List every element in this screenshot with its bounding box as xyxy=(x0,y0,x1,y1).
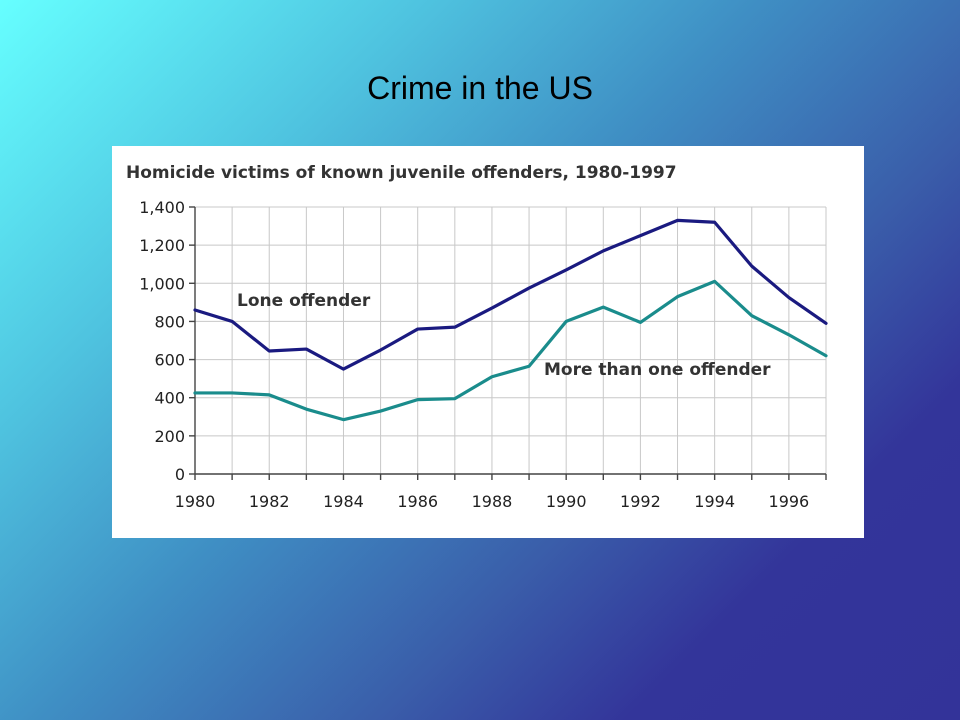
series-line-lone-offender xyxy=(193,218,828,371)
y-tick-label: 1,200 xyxy=(139,236,185,255)
x-tick-label: 1990 xyxy=(546,492,587,511)
x-tick-label: 1982 xyxy=(249,492,290,511)
x-tick-label: 1980 xyxy=(175,492,216,511)
slide-title: Crime in the US xyxy=(367,70,593,106)
series-lines xyxy=(193,218,828,422)
y-tick-label: 0 xyxy=(175,465,185,484)
y-tick-label: 200 xyxy=(154,427,185,446)
x-tick-label: 1992 xyxy=(620,492,661,511)
y-tick-label: 600 xyxy=(154,351,185,370)
gridlines xyxy=(194,206,827,475)
y-tick-label: 1,400 xyxy=(139,198,185,217)
series-label-lone-offender: Lone offender xyxy=(237,291,371,311)
x-tick-label: 1988 xyxy=(472,492,513,511)
line-chart: Homicide victims of known juvenile offen… xyxy=(126,163,828,511)
x-tick-label: 1994 xyxy=(694,492,735,511)
series-label-more-than-one-offender: More than one offender xyxy=(544,360,771,380)
x-tick-label: 1984 xyxy=(323,492,364,511)
series-line-more-than-one-offender xyxy=(193,279,828,422)
axes: 0 200 400 600 800 1,000 1,200 1,400 1980 1982 1984… xyxy=(139,198,827,511)
x-tick-label: 1996 xyxy=(769,492,810,511)
y-tick-label: 400 xyxy=(154,389,185,408)
y-tick-label: 800 xyxy=(154,312,185,331)
y-tick-label: 1,000 xyxy=(139,274,185,293)
chart-panel: Homicide victims of known juvenile offen… xyxy=(112,146,864,538)
chart-title: Homicide victims of known juvenile offen… xyxy=(126,163,677,183)
x-tick-label: 1986 xyxy=(397,492,438,511)
